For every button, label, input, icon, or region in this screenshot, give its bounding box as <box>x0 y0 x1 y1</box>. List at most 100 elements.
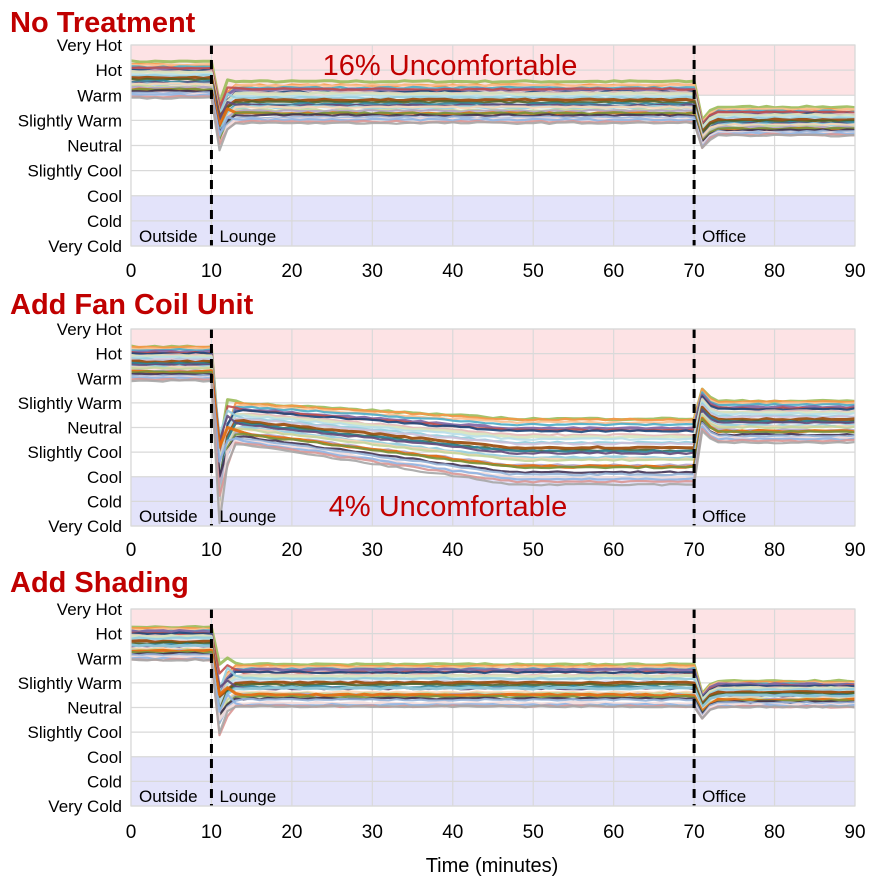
plot-border <box>130 328 856 527</box>
x-tick-label: 80 <box>764 540 785 561</box>
series-line <box>130 364 856 506</box>
phase-label: Office <box>702 787 746 806</box>
series-line <box>130 641 856 712</box>
series-group <box>130 59 856 152</box>
phase-label: Office <box>702 227 746 246</box>
y-tick-label: Hot <box>96 61 123 80</box>
uncomfortable-annotation: 16% Uncomfortable <box>323 50 578 82</box>
x-tick-label: 30 <box>362 540 383 561</box>
x-tick-label: 60 <box>603 540 624 561</box>
phase-label: Outside <box>139 227 198 246</box>
y-tick-label: Cold <box>87 772 122 791</box>
x-tick-label: 0 <box>126 540 137 561</box>
series-line <box>130 87 856 143</box>
x-tick-label: 10 <box>201 540 222 561</box>
uncomfortable-annotation: 4% Uncomfortable <box>329 491 568 523</box>
y-tick-label: Very Cold <box>48 517 122 536</box>
y-tick-label: Slightly Warm <box>18 674 122 693</box>
series-line <box>130 366 856 490</box>
y-tick-label: Slightly Warm <box>18 394 122 413</box>
y-tick-label: Slightly Cool <box>28 723 123 742</box>
phase-label: Lounge <box>219 227 276 246</box>
series-line <box>130 648 856 713</box>
series-line <box>130 658 856 735</box>
phase-label: Lounge <box>219 787 276 806</box>
series-line <box>130 652 856 725</box>
x-tick-label: 70 <box>684 540 705 561</box>
x-tick-label: 60 <box>603 822 624 843</box>
y-tick-label: Very Hot <box>57 36 122 55</box>
x-tick-label: 10 <box>201 822 222 843</box>
y-tick-label: Neutral <box>67 137 122 156</box>
series-line <box>130 77 856 134</box>
x-tick-label: 90 <box>844 261 865 282</box>
y-tick-label: Hot <box>96 345 123 364</box>
x-tick-label: 90 <box>844 540 865 561</box>
series-line <box>130 379 856 525</box>
x-tick-label: 30 <box>362 822 383 843</box>
y-tick-label: Slightly Cool <box>28 162 123 181</box>
series-line <box>130 59 856 122</box>
chart-title: Add Fan Coil Unit <box>10 289 254 321</box>
phase-label: Outside <box>139 787 198 806</box>
series-line <box>130 370 856 515</box>
x-tick-label: 20 <box>281 540 302 561</box>
y-tick-label: Cool <box>87 468 122 487</box>
series-line <box>130 376 856 481</box>
x-tick-label: 0 <box>126 261 137 282</box>
x-tick-label: 40 <box>442 261 463 282</box>
plot-border <box>130 44 856 247</box>
series-line <box>130 372 856 478</box>
x-tick-label: 80 <box>764 822 785 843</box>
series-line <box>130 348 856 473</box>
y-tick-label: Neutral <box>67 419 122 438</box>
chart-title: Add Shading <box>10 567 189 599</box>
y-tick-label: Cool <box>87 748 122 767</box>
y-tick-label: Very Cold <box>48 237 122 256</box>
phase-label: Outside <box>139 507 198 526</box>
y-tick-label: Cool <box>87 187 122 206</box>
y-tick-label: Cold <box>87 212 122 231</box>
x-tick-label: 40 <box>442 822 463 843</box>
x-tick-label: 20 <box>281 822 302 843</box>
series-line <box>130 631 856 705</box>
x-axis-label: Time (minutes) <box>426 855 559 877</box>
series-line <box>130 355 856 478</box>
chart-1: Outside Lounge Office Very Hot Hot Warm Slight… <box>10 7 866 282</box>
y-tick-label: Warm <box>77 86 122 105</box>
series-line <box>130 70 856 130</box>
x-tick-label: 50 <box>523 540 544 561</box>
series-group <box>130 344 856 525</box>
y-tick-label: Hot <box>96 625 123 644</box>
chart-2: Outside Lounge Office Very Hot Hot Warm Slight… <box>10 289 866 561</box>
y-tick-label: Very Hot <box>57 320 122 339</box>
x-tick-label: 10 <box>201 261 222 282</box>
series-line <box>130 82 856 139</box>
x-tick-label: 30 <box>362 261 383 282</box>
chart-3: Outside Lounge Office Very Hot Hot Warm Slight… <box>10 567 866 843</box>
y-tick-label: Slightly Warm <box>18 111 122 130</box>
series-line <box>130 92 856 148</box>
x-tick-label: 50 <box>523 261 544 282</box>
x-tick-label: 70 <box>684 822 705 843</box>
y-tick-label: Cold <box>87 492 122 511</box>
series-line <box>130 62 856 124</box>
phase-label: Lounge <box>219 507 276 526</box>
x-tick-label: 0 <box>126 822 137 843</box>
x-tick-label: 50 <box>523 822 544 843</box>
series-line <box>130 377 856 497</box>
x-tick-label: 80 <box>764 261 785 282</box>
y-tick-label: Warm <box>77 649 122 668</box>
series-line <box>131 345 856 467</box>
series-line <box>130 625 856 696</box>
series-line <box>130 636 856 703</box>
plot-border <box>130 608 856 807</box>
y-tick-label: Very Cold <box>48 797 122 816</box>
x-tick-label: 20 <box>281 261 302 282</box>
y-tick-label: Very Hot <box>57 600 122 619</box>
chart-title: No Treatment <box>10 7 196 39</box>
y-tick-label: Slightly Cool <box>28 443 123 462</box>
series-line <box>130 359 856 487</box>
x-tick-label: 70 <box>684 261 705 282</box>
